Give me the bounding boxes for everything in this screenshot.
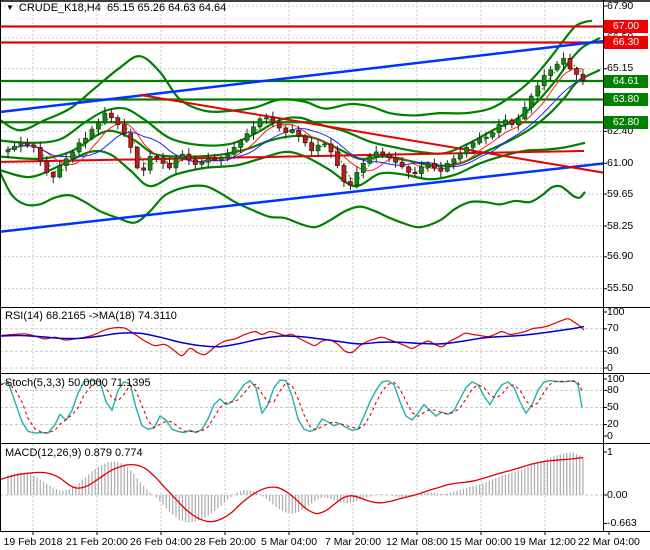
band-outer-upper (1, 19, 593, 132)
rsi-lines (1, 318, 585, 357)
rsi-grid (32, 308, 546, 372)
rsi-ma-line (1, 325, 585, 348)
time-tick-label: 5 Mar 04:00 (261, 536, 318, 548)
macd-signal-line (1, 456, 584, 523)
price-tick-label: 56.90 (607, 250, 634, 263)
support-price-badge: 63.80 (604, 92, 648, 106)
price-tick-label: 61.00 (607, 156, 634, 169)
macd-tick-label: 0.00 (607, 488, 628, 501)
stoch-d-line (1, 380, 583, 434)
macd-content (1, 452, 584, 523)
rsi-tick-label: 100 (607, 305, 625, 318)
trendline-ascending-support (1, 150, 585, 163)
support-price-badge: 62.80 (604, 115, 648, 129)
rsi-level-grid (1, 328, 603, 369)
rsi-tick-label: 30 (607, 344, 619, 357)
macd-indicator-label: MACD(12,26,9) 0.879 0.774 (5, 447, 143, 459)
stoch-indicator-label: Stoch(5,3,3) 50.0000 71.1395 (5, 377, 151, 389)
time-tick-label: 21 Feb 20:00 (66, 536, 128, 548)
trendlines (1, 39, 603, 233)
panel-borders (0, 0, 650, 532)
time-tick-label: 28 Feb 20:00 (194, 536, 256, 548)
price-tick-label: 58.25 (607, 219, 634, 232)
candlesticks (5, 52, 586, 190)
time-tick-label: 22 Mar 04:00 (578, 536, 640, 548)
main-horizontal-grid (1, 5, 603, 290)
stoch-tick-label: 80 (607, 383, 619, 396)
chart-title: ▼ CRUDE_K18,H4 65.15 65.26 64.63 64.64 (6, 2, 226, 14)
support-price-badge: 64.61 (604, 74, 648, 88)
stoch-k-line (1, 379, 583, 434)
ma-blue (7, 77, 584, 168)
resistance-price-badge: 67.00 (604, 20, 648, 34)
macd-tick-label: 1 (607, 445, 613, 458)
stoch-tick-label: 100 (607, 372, 625, 385)
time-tick-label: 12 Mar 08:00 (386, 536, 448, 548)
time-tick-label: 26 Feb 04:00 (130, 536, 192, 548)
time-tick-label: 7 Mar 20:00 (325, 536, 382, 548)
rsi-tick-label: 0 (607, 361, 613, 374)
macd-tick-label: -0.663 (607, 517, 637, 529)
symbol-dropdown-icon[interactable]: ▼ (6, 3, 14, 12)
band-outer-lower (1, 171, 586, 229)
time-tick-label: 15 Mar 00:00 (450, 536, 512, 548)
time-tick-label: 19 Mar 12:00 (514, 536, 576, 548)
price-tick-label: 65.15 (607, 62, 634, 75)
stoch-tick-label: 20 (607, 418, 619, 431)
axis-tick-marks (32, 5, 610, 535)
ma-red (7, 67, 584, 172)
stoch-tick-label: 50 (607, 401, 619, 413)
rsi-indicator-label: RSI(14) 68.2165 ->MA(18) 74.3110 (5, 310, 177, 322)
price-tick-label: 55.50 (607, 282, 634, 295)
trendline-ascending-channel-lower (1, 162, 603, 233)
stoch-lines (1, 379, 583, 434)
price-tick-label: 59.65 (607, 187, 634, 200)
time-tick-label: 19 Feb 2018 (3, 536, 63, 548)
trendline-ascending-channel-upper (1, 39, 603, 114)
rsi-tick-label: 70 (607, 322, 619, 335)
symbol-period-label: CRUDE_K18,H4 (18, 2, 101, 14)
trendline-descending-resistance (139, 93, 603, 174)
stoch-tick-label: 0 (607, 429, 613, 442)
ohlc-values: 65.15 65.26 64.63 64.64 (106, 2, 227, 14)
price-tick-label: 67.90 (607, 0, 634, 12)
resistance-price-badge: 66.30 (604, 35, 648, 49)
